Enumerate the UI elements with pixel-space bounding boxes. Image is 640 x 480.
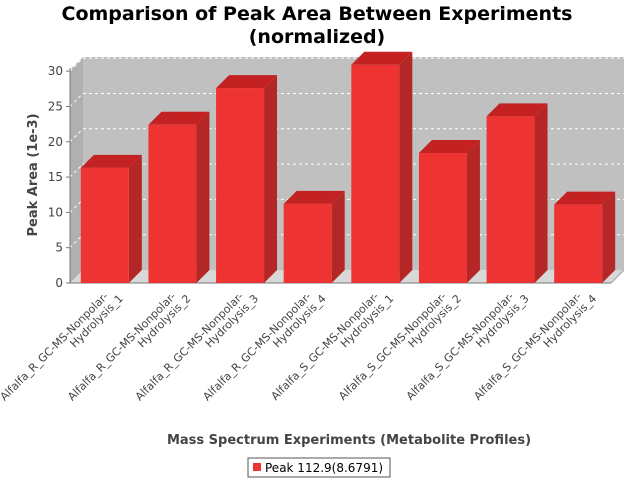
category-label-line: Alfalfa_R_GC-MS-Nonpolar- — [133, 290, 246, 403]
y-tick-label: 15 — [48, 170, 63, 184]
category-label: Alfalfa_S_GC-MS-Nonpolar-Hydrolysis_4 — [471, 284, 599, 412]
bar-side — [196, 111, 210, 283]
category-label-line: Alfalfa_S_GC-MS-Nonpolar- — [269, 290, 382, 403]
bar-7 — [486, 103, 548, 283]
category-label-line: Alfalfa_S_GC-MS-Nonpolar- — [404, 290, 517, 403]
bar-side — [534, 103, 548, 283]
y-tick-label: 20 — [48, 135, 63, 149]
category-label: Alfalfa_S_GC-MS-Nonpolar-Hydrolysis_1 — [269, 284, 397, 412]
bar-top — [283, 190, 345, 204]
bar-5 — [351, 51, 413, 283]
y-tick-label: 30 — [48, 64, 63, 78]
bar-front — [80, 167, 129, 283]
floor-edge — [610, 269, 625, 284]
category-label-line: Alfalfa_R_GC-MS-Nonpolar- — [65, 290, 178, 403]
category-label-line: Alfalfa_R_GC-MS-Nonpolar- — [0, 290, 111, 403]
category-label: Alfalfa_S_GC-MS-Nonpolar-Hydrolysis_2 — [336, 284, 464, 412]
bar-6 — [418, 140, 480, 283]
y-tick-label: 0 — [55, 276, 63, 290]
legend-box — [247, 457, 391, 478]
category-label-line: Alfalfa_R_GC-MS-Nonpolar- — [200, 290, 313, 403]
plot-left-wall — [70, 57, 83, 283]
y-axis-title: Peak Area (1e-3) — [26, 113, 41, 236]
bar-side — [399, 51, 413, 283]
bar-top — [418, 140, 480, 154]
y-tick-label: 25 — [48, 99, 63, 113]
bar-top — [486, 103, 548, 117]
bar-front — [216, 88, 265, 283]
bar-front — [283, 203, 332, 283]
bar-front — [351, 64, 400, 283]
bar-side — [264, 75, 278, 283]
bar-side — [602, 191, 616, 283]
category-labels: Alfalfa_R_GC-MS-Nonpolar-Hydrolysis_1Alf… — [0, 284, 599, 412]
chart-title-line-2: (normalized) — [249, 26, 386, 48]
y-tick-label: 10 — [48, 205, 63, 219]
bar-top — [351, 51, 413, 65]
category-label: Alfalfa_R_GC-MS-Nonpolar-Hydrolysis_2 — [65, 284, 193, 412]
bar-top — [148, 111, 210, 125]
bar-2 — [148, 111, 210, 283]
bars — [80, 51, 616, 283]
bar-front — [554, 204, 603, 283]
bar-front — [418, 153, 467, 283]
bar-side — [466, 140, 480, 283]
bar-side — [128, 154, 142, 283]
bar-top — [554, 191, 616, 205]
y-tick-label: 5 — [55, 241, 63, 255]
bar-front — [148, 124, 197, 283]
category-label: Alfalfa_R_GC-MS-Nonpolar-Hydrolysis_4 — [200, 284, 328, 412]
bar-8 — [554, 191, 616, 283]
x-axis-title: Mass Spectrum Experiments (Metabolite Pr… — [167, 433, 531, 448]
bar-top — [216, 75, 278, 89]
legend: Peak 112.9(8.6791) — [247, 457, 391, 478]
bar-side — [331, 190, 345, 283]
category-label: Alfalfa_S_GC-MS-Nonpolar-Hydrolysis_3 — [404, 284, 532, 412]
bar-front — [486, 116, 535, 283]
chart-title-line-1: Comparison of Peak Area Between Experime… — [62, 3, 573, 25]
legend-swatch — [253, 463, 261, 471]
category-label: Alfalfa_R_GC-MS-Nonpolar-Hydrolysis_1 — [0, 284, 126, 412]
category-label-line: Alfalfa_S_GC-MS-Nonpolar- — [336, 290, 449, 403]
legend-entry-label: Peak 112.9(8.6791) — [265, 461, 383, 475]
bar-3 — [216, 75, 278, 283]
bar-4 — [283, 190, 345, 283]
bar-1 — [80, 154, 142, 283]
plot-floor — [70, 270, 624, 283]
category-label: Alfalfa_R_GC-MS-Nonpolar-Hydrolysis_3 — [133, 284, 261, 412]
bar-top — [80, 154, 142, 168]
category-label-line: Alfalfa_S_GC-MS-Nonpolar- — [471, 290, 584, 403]
